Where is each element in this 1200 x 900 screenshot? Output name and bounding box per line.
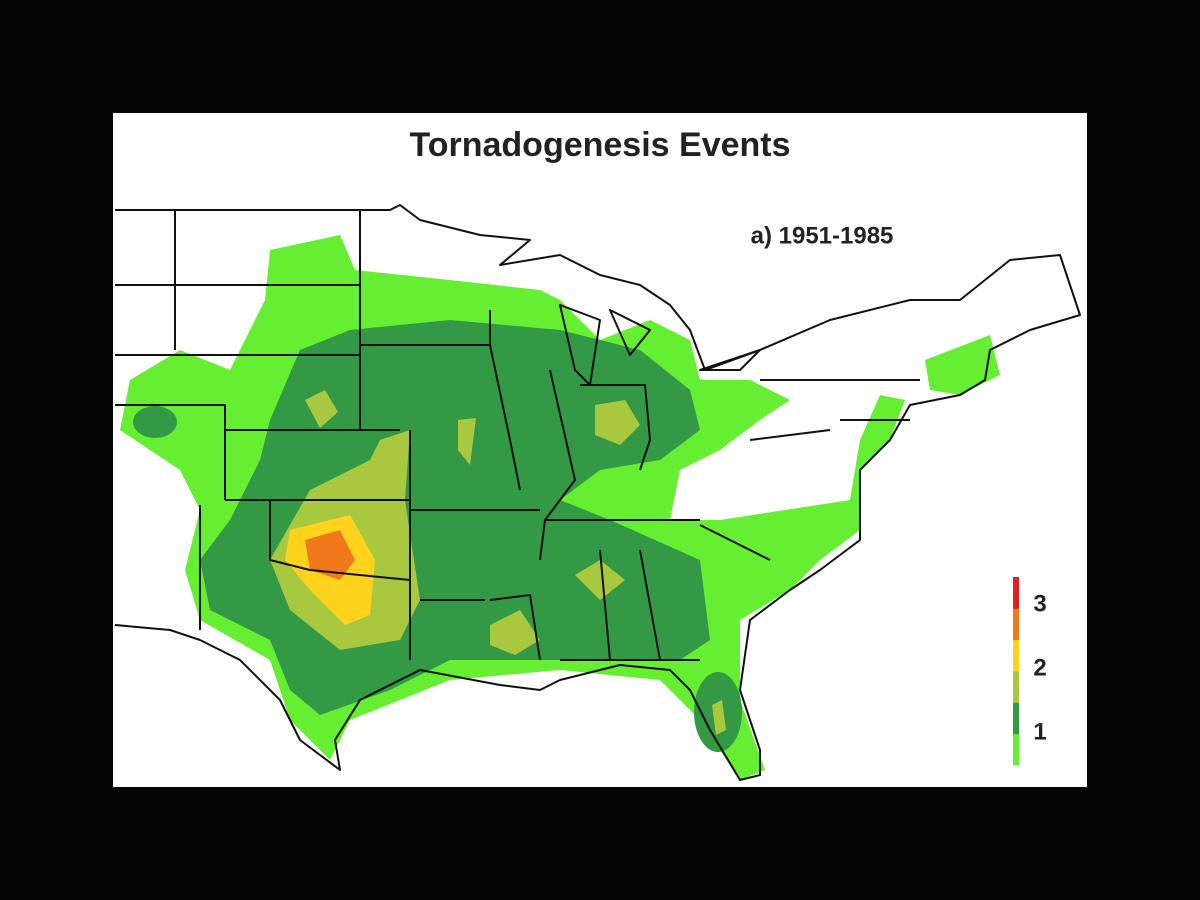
legend-swatch — [1013, 608, 1019, 641]
contour-1-2-west — [133, 406, 177, 438]
contour-1-ne — [925, 335, 1000, 395]
legend-swatch — [1013, 702, 1019, 735]
legend-tick-label: 3 — [1033, 590, 1046, 617]
country-outline — [114, 204, 1081, 781]
period-label: a) 1951-1985 — [751, 222, 894, 249]
map-title: Tornadogenesis Events — [409, 126, 790, 164]
legend-tick-label: 2 — [1033, 654, 1046, 681]
legend-swatch — [1013, 671, 1019, 703]
legend-swatch — [1013, 733, 1019, 766]
contour-3 — [305, 530, 355, 580]
legend-tick-label: 1 — [1033, 718, 1046, 745]
legend-swatch — [1013, 639, 1019, 672]
legend: 1 2 3 — [1013, 577, 1047, 766]
map — [114, 204, 1081, 781]
state-lines — [115, 210, 920, 661]
legend-swatch — [1013, 577, 1019, 609]
great-lakes — [559, 304, 761, 386]
